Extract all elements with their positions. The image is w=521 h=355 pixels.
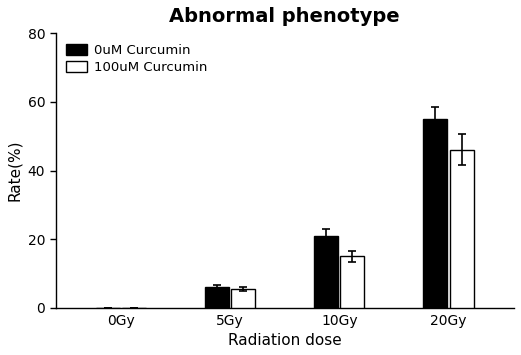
Bar [231, 289, 255, 308]
Bar [424, 119, 448, 308]
Legend: 0uM Curcumin, 100uM Curcumin: 0uM Curcumin, 100uM Curcumin [62, 40, 211, 78]
Bar [450, 150, 474, 308]
Bar [314, 236, 338, 308]
Bar [205, 286, 229, 308]
Bar [341, 256, 365, 308]
Y-axis label: Rate(%): Rate(%) [7, 140, 22, 201]
Title: Abnormal phenotype: Abnormal phenotype [169, 7, 400, 26]
X-axis label: Radiation dose: Radiation dose [228, 333, 342, 348]
